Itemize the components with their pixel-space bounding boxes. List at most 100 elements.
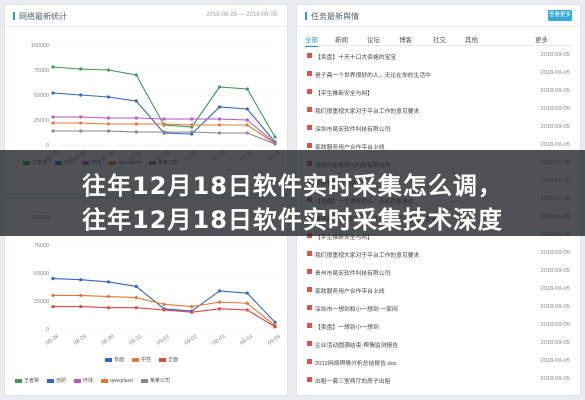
legend-entry[interactable]: 某某公司 xyxy=(140,377,170,384)
data-point[interactable] xyxy=(162,308,166,312)
data-point[interactable] xyxy=(245,291,249,295)
data-point[interactable] xyxy=(217,117,222,121)
news-item[interactable]: 【卖盘】一想到小一想到 2018-09-05 xyxy=(307,321,570,331)
tab-2[interactable]: 论坛 xyxy=(367,37,380,44)
legend-entry[interactable]: 自研 xyxy=(47,377,66,384)
data-point[interactable] xyxy=(190,123,194,127)
news-title[interactable]: 【卖盘】十天十口大资格的宝宝 xyxy=(315,55,397,61)
data-point[interactable] xyxy=(106,306,111,310)
data-point[interactable] xyxy=(106,129,111,133)
news-title[interactable]: 爸子斋一个世界很好的人，无论在你的生活中 xyxy=(315,73,431,79)
news-title[interactable]: 出租一套三室两厅的房子出租 xyxy=(315,379,391,385)
data-point[interactable] xyxy=(134,284,138,289)
data-point[interactable] xyxy=(51,115,55,119)
data-point[interactable] xyxy=(245,308,249,312)
data-point[interactable] xyxy=(217,131,222,135)
data-point[interactable] xyxy=(245,107,249,111)
data-point[interactable] xyxy=(134,296,138,300)
data-point[interactable] xyxy=(217,300,222,304)
news-title[interactable]: 【平生推新安全与网】 xyxy=(315,235,373,241)
data-point[interactable] xyxy=(245,131,249,135)
data-point[interactable] xyxy=(51,121,55,125)
data-point[interactable] xyxy=(134,130,138,134)
data-point[interactable] xyxy=(162,302,166,306)
data-point[interactable] xyxy=(79,121,83,125)
view-more-button[interactable]: 查看更多 xyxy=(548,10,572,21)
data-point[interactable] xyxy=(273,325,277,329)
tab-3[interactable]: 博客 xyxy=(399,37,412,44)
news-item[interactable]: 深圳市易宏软件科技有限公司 2018-09-05 xyxy=(307,123,570,133)
tab-1[interactable]: 新闻 xyxy=(335,37,348,44)
legend-entry[interactable]: 王者荣 xyxy=(15,377,39,384)
tab-0[interactable]: 全部 xyxy=(305,34,318,47)
data-point[interactable] xyxy=(190,117,194,121)
data-point[interactable] xyxy=(162,122,166,126)
data-point[interactable] xyxy=(217,123,222,127)
data-point[interactable] xyxy=(79,293,83,297)
data-point[interactable] xyxy=(79,67,83,71)
data-point[interactable] xyxy=(79,278,83,282)
tab-4[interactable]: 社交 xyxy=(433,37,446,44)
news-item[interactable]: 企业活动圆满结束-舆情监测报告 2018-09-05 xyxy=(307,339,570,349)
data-point[interactable] xyxy=(217,289,222,293)
news-item[interactable]: 2012网络舆情分析总结报告.doc 2018-09-05 xyxy=(307,357,570,367)
tab-5[interactable]: 其他 xyxy=(465,37,478,44)
news-item[interactable]: 深圳市一想到和小一想到 一家网 2018-09-05 xyxy=(307,303,570,313)
data-point[interactable] xyxy=(51,277,55,281)
news-item[interactable]: 家政服务用户合作平台上线 2018-09-05 xyxy=(307,141,570,151)
news-item[interactable]: 我们很重视大家对于平台工作的意见要求 2018-09-05 xyxy=(307,105,570,115)
legend-entry[interactable]: qweqdasd xyxy=(101,378,133,384)
data-point[interactable] xyxy=(106,95,111,99)
data-point[interactable] xyxy=(134,73,138,77)
news-item[interactable]: 我们很重视大家对于平台工作的意见要求 2018-09-05 xyxy=(307,249,570,259)
news-item[interactable]: 贵州市易宏软件科技有限公司 2018-09-05 xyxy=(307,267,570,277)
data-point[interactable] xyxy=(245,301,249,305)
data-point[interactable] xyxy=(79,93,83,97)
news-item[interactable]: 出租一套三室两厅的房子出租 2018-09-05 xyxy=(307,375,570,385)
news-item[interactable]: 【平生推新安全与网】 2018-09-05 xyxy=(307,87,570,97)
data-point[interactable] xyxy=(51,305,55,309)
news-item[interactable]: 家政服务用户合作平台上线 2018-09-05 xyxy=(307,285,570,295)
news-title[interactable]: 家政服务用户合作平台上线 xyxy=(315,289,385,295)
news-item[interactable]: 【卖盘】十天十口大资格的宝宝 2018-09-05 xyxy=(307,51,570,61)
data-point[interactable] xyxy=(217,85,222,89)
data-point[interactable] xyxy=(245,87,249,91)
data-point[interactable] xyxy=(106,68,111,72)
news-title[interactable]: 贵州市易宏软件科技有限公司 xyxy=(315,271,391,277)
data-point[interactable] xyxy=(106,280,111,284)
data-point[interactable] xyxy=(51,129,55,133)
data-point[interactable] xyxy=(106,122,111,126)
news-title[interactable]: 家政服务用户合作平台上线 xyxy=(315,145,385,151)
news-title[interactable]: 企业活动圆满结束-舆情监测报告 xyxy=(315,343,399,349)
data-point[interactable] xyxy=(51,293,55,297)
news-item[interactable]: 爸子斋一个世界很好的人，无论在你的生活中 2018-09-05 xyxy=(307,69,570,79)
data-point[interactable] xyxy=(79,305,83,309)
legend-entry[interactable]: 中性 xyxy=(132,356,151,363)
data-point[interactable] xyxy=(106,294,111,299)
data-point[interactable] xyxy=(273,135,277,139)
data-point[interactable] xyxy=(245,118,249,122)
news-title[interactable]: 【平生推新安全与网】 xyxy=(315,91,373,97)
data-point[interactable] xyxy=(106,116,111,120)
news-title[interactable]: 2012网络舆情分析总结报告.doc xyxy=(315,361,397,367)
data-point[interactable] xyxy=(273,142,277,146)
legend-entry[interactable]: 正面 xyxy=(159,356,178,363)
data-point[interactable] xyxy=(51,91,55,95)
data-point[interactable] xyxy=(51,65,55,69)
data-point[interactable] xyxy=(245,123,249,127)
legend-entry[interactable]: 环球 xyxy=(74,377,93,384)
data-point[interactable] xyxy=(217,105,222,109)
tab-6[interactable]: 更多 xyxy=(535,37,548,44)
data-point[interactable] xyxy=(162,117,166,121)
data-point[interactable] xyxy=(134,122,138,126)
data-point[interactable] xyxy=(217,307,222,311)
data-point[interactable] xyxy=(273,320,277,324)
data-point[interactable] xyxy=(79,129,83,133)
news-title[interactable]: 深圳市易宏软件科技有限公司 xyxy=(315,127,391,133)
news-title[interactable]: 【卖盘】一想到小一想到 xyxy=(315,325,379,331)
legend-entry[interactable]: 负面 xyxy=(105,356,124,363)
data-point[interactable] xyxy=(190,130,194,134)
news-title[interactable]: 我们很重视大家对于平台工作的意见要求 xyxy=(315,109,420,115)
data-point[interactable] xyxy=(134,306,138,310)
data-point[interactable] xyxy=(134,99,138,103)
